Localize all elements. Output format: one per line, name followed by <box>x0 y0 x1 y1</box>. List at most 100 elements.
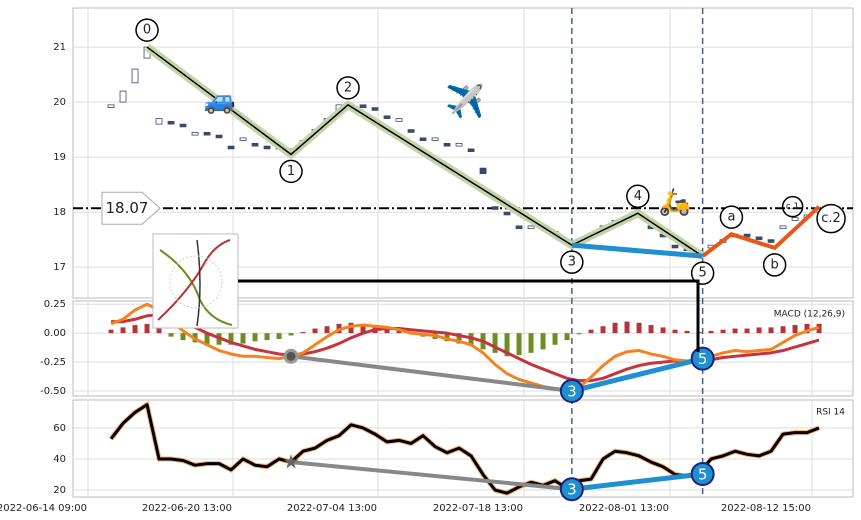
candle <box>239 137 247 142</box>
macd-bar <box>468 333 474 346</box>
divergence-point <box>559 477 584 502</box>
divergence-line <box>290 460 573 492</box>
macd-bar <box>516 333 522 356</box>
wave-point <box>626 184 650 209</box>
x-tick-label: 2022-06-20 13:00 <box>142 503 232 514</box>
candle <box>419 137 427 142</box>
y-tick-label: 60 <box>53 423 66 434</box>
macd-bar <box>792 325 798 334</box>
candle <box>491 206 499 210</box>
macd-bar <box>756 327 762 334</box>
macd-bar <box>168 333 174 337</box>
icon: 🚙 <box>204 86 236 116</box>
candle <box>215 134 223 139</box>
macd-bar <box>720 329 726 334</box>
wave-label: c.2 <box>821 211 841 226</box>
macd-bar <box>624 321 630 334</box>
macd-bar <box>396 330 402 334</box>
candle <box>179 123 187 128</box>
divergence-point <box>690 462 715 487</box>
wave-label: 0 <box>143 23 151 38</box>
y-tick-label: 0.25 <box>44 299 66 310</box>
macd-bar <box>276 333 282 339</box>
macd-bar <box>120 327 126 334</box>
y-tick-label: 20 <box>53 485 66 496</box>
macd-bar <box>456 333 462 344</box>
candle <box>251 142 259 147</box>
macd-bar <box>540 333 546 350</box>
macd-bar <box>180 333 186 341</box>
divergence-label: 3 <box>567 383 577 401</box>
y-tick-label: -0.25 <box>40 357 66 368</box>
candle <box>779 225 787 230</box>
candle <box>431 137 439 142</box>
candle <box>467 148 475 153</box>
wave-label: 4 <box>634 189 642 204</box>
y-tick-label: 17 <box>53 262 66 273</box>
candle <box>503 211 511 216</box>
macd-bar <box>672 329 678 334</box>
bracket-line <box>238 279 700 352</box>
divergence-point <box>559 379 584 404</box>
macd-bar <box>600 326 606 334</box>
macd-bar <box>144 323 150 334</box>
macd-bar <box>732 328 738 334</box>
wave-label: a <box>727 210 735 225</box>
y-tick-label: 21 <box>53 42 66 53</box>
candle <box>395 118 403 122</box>
macd-bar <box>492 333 498 353</box>
wave-point <box>560 250 584 274</box>
divergence-label: 3 <box>567 481 577 499</box>
y-tick-label: 40 <box>53 454 66 465</box>
macd-bar <box>744 328 750 334</box>
macd-bar <box>132 325 138 334</box>
macd-bar <box>204 333 210 345</box>
y-tick-label: 20 <box>53 97 66 108</box>
macd-bar <box>444 333 450 342</box>
rsi-title: RSI 14 <box>816 408 845 418</box>
y-tick-label: 0.00 <box>44 328 66 339</box>
wave-point <box>690 261 715 285</box>
thumbnail <box>152 233 239 329</box>
wave-label: 1 <box>287 164 295 179</box>
divergence-label: 5 <box>698 466 708 484</box>
candle <box>263 145 271 150</box>
candle <box>407 129 415 133</box>
divergence-start <box>283 454 299 469</box>
macd-bar <box>312 328 318 334</box>
divergence-line <box>571 242 703 259</box>
macd-bar <box>768 327 774 334</box>
candle <box>527 225 535 230</box>
wave-point <box>279 159 303 184</box>
macd-bar <box>780 326 786 334</box>
wave-line <box>146 46 704 257</box>
candle <box>167 120 175 125</box>
y-tick-label: -0.50 <box>40 386 66 397</box>
candle <box>671 244 679 249</box>
candle <box>107 104 115 109</box>
candle <box>155 118 163 125</box>
candle <box>755 236 763 241</box>
candle <box>455 142 463 147</box>
macd-bar <box>684 330 690 334</box>
divergence-point <box>690 346 715 371</box>
candle <box>203 131 211 136</box>
x-tick-label: 2022-08-01 13:00 <box>579 503 669 514</box>
level-label: 18.07 <box>106 199 149 217</box>
candle <box>791 217 799 221</box>
macd-bar <box>108 329 114 334</box>
candle <box>383 115 391 120</box>
macd-bar <box>240 333 246 344</box>
candle <box>131 68 139 84</box>
candle <box>227 145 235 150</box>
macd-panel <box>72 300 854 397</box>
macd-bar <box>528 333 534 353</box>
macd-bar <box>612 322 618 334</box>
wave-point <box>816 203 846 234</box>
candle <box>359 104 367 109</box>
wave-point <box>135 18 159 42</box>
macd-bar <box>636 322 642 334</box>
wave-band <box>144 43 705 260</box>
macd-bar <box>576 333 582 335</box>
